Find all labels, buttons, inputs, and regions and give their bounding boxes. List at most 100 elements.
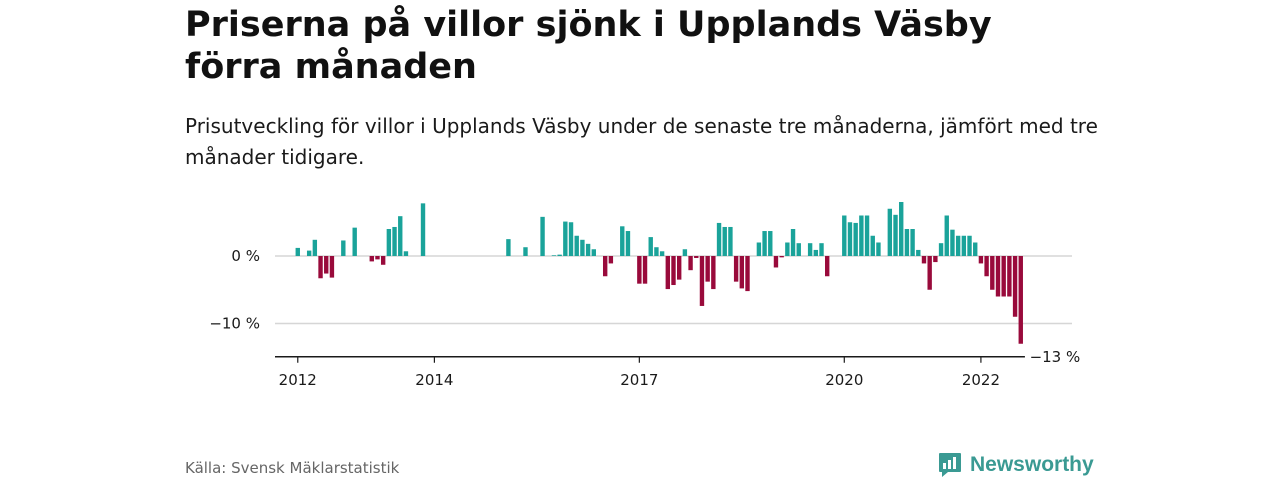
bar (369, 256, 374, 262)
bar (324, 256, 329, 274)
bar (420, 203, 426, 256)
bar (694, 256, 699, 259)
bar (642, 256, 648, 284)
x-tick-label: 2014 (415, 371, 453, 389)
bar (318, 256, 323, 279)
bar (910, 229, 915, 256)
newsworthy-logo-icon (939, 453, 961, 477)
bar (887, 208, 893, 256)
bar (825, 256, 830, 277)
bar (1018, 256, 1023, 344)
y-tick-label: 0 % (231, 247, 260, 265)
bar (403, 251, 409, 256)
bar (967, 235, 972, 256)
bar (790, 229, 796, 256)
bar (899, 202, 904, 256)
bar (625, 231, 631, 257)
bar (870, 235, 875, 256)
bar (773, 256, 779, 268)
bar (739, 256, 745, 289)
bar (312, 239, 318, 256)
bar (933, 256, 938, 263)
bar (733, 256, 739, 282)
bar (1001, 256, 1006, 297)
bar (557, 254, 562, 256)
bar (671, 256, 676, 286)
bar (648, 237, 653, 256)
bar (944, 215, 949, 256)
bar (591, 249, 596, 256)
bar (876, 242, 881, 256)
bar (688, 256, 693, 271)
bar (398, 216, 403, 257)
bar (574, 235, 579, 256)
bar (1012, 256, 1018, 317)
bar (620, 226, 625, 256)
bar (551, 255, 557, 256)
bar (705, 256, 710, 282)
annotation-background (1024, 346, 1085, 367)
bar (568, 222, 574, 256)
bar (950, 229, 955, 256)
bar (864, 215, 870, 256)
bar (978, 256, 984, 264)
bar (659, 251, 665, 256)
x-tick-label: 2017 (620, 371, 658, 389)
bar (608, 256, 614, 264)
bar (341, 240, 346, 256)
bar (392, 226, 397, 256)
bar (842, 215, 847, 256)
bar (807, 243, 813, 256)
value-annotation: −13 % (1030, 348, 1081, 366)
bar (329, 256, 335, 278)
chart-title: Priserna på villor sjönk i Upplands Väsb… (185, 5, 992, 87)
bar (295, 247, 300, 256)
bar (580, 239, 585, 256)
bars (295, 202, 1023, 344)
bar (716, 222, 722, 257)
axis-labels: 0 % −10 % 2012 2014 2017 2020 2022 −13 % (209, 247, 1085, 389)
bar (961, 235, 967, 256)
bar (728, 226, 733, 256)
bar (540, 216, 545, 256)
bar (995, 256, 1001, 297)
bar (853, 222, 858, 257)
bar (637, 256, 642, 284)
bar (796, 243, 801, 256)
bar (523, 247, 528, 256)
bar (973, 242, 978, 256)
bar (762, 231, 767, 257)
bar (927, 256, 932, 290)
bar (819, 243, 824, 256)
bar (859, 215, 864, 256)
bar (984, 256, 989, 277)
bar (677, 256, 682, 280)
brand-logo[interactable]: Newsworthy (938, 450, 1094, 480)
bar (506, 239, 511, 257)
bar (785, 242, 790, 256)
source-note: Källa: Svensk Mäklarstatistik (185, 459, 400, 477)
bar (682, 249, 688, 256)
bar (990, 256, 995, 290)
x-tick-label: 2022 (962, 371, 1000, 389)
bar (847, 222, 853, 256)
bar (916, 249, 921, 257)
bar (921, 256, 927, 264)
bar (306, 250, 312, 256)
bar (955, 235, 961, 256)
bar (563, 221, 568, 256)
bar (904, 229, 910, 256)
bar (352, 227, 357, 256)
bar (779, 256, 784, 258)
x-tick-label: 2020 (825, 371, 863, 389)
brand-name: Newsworthy (970, 453, 1094, 476)
bar (938, 243, 944, 256)
bar (745, 256, 750, 292)
bar (768, 231, 773, 257)
bar (1007, 256, 1012, 297)
bar (585, 243, 591, 256)
bar (893, 214, 898, 256)
bar (756, 242, 762, 256)
bar (375, 256, 380, 260)
bar (602, 256, 608, 277)
